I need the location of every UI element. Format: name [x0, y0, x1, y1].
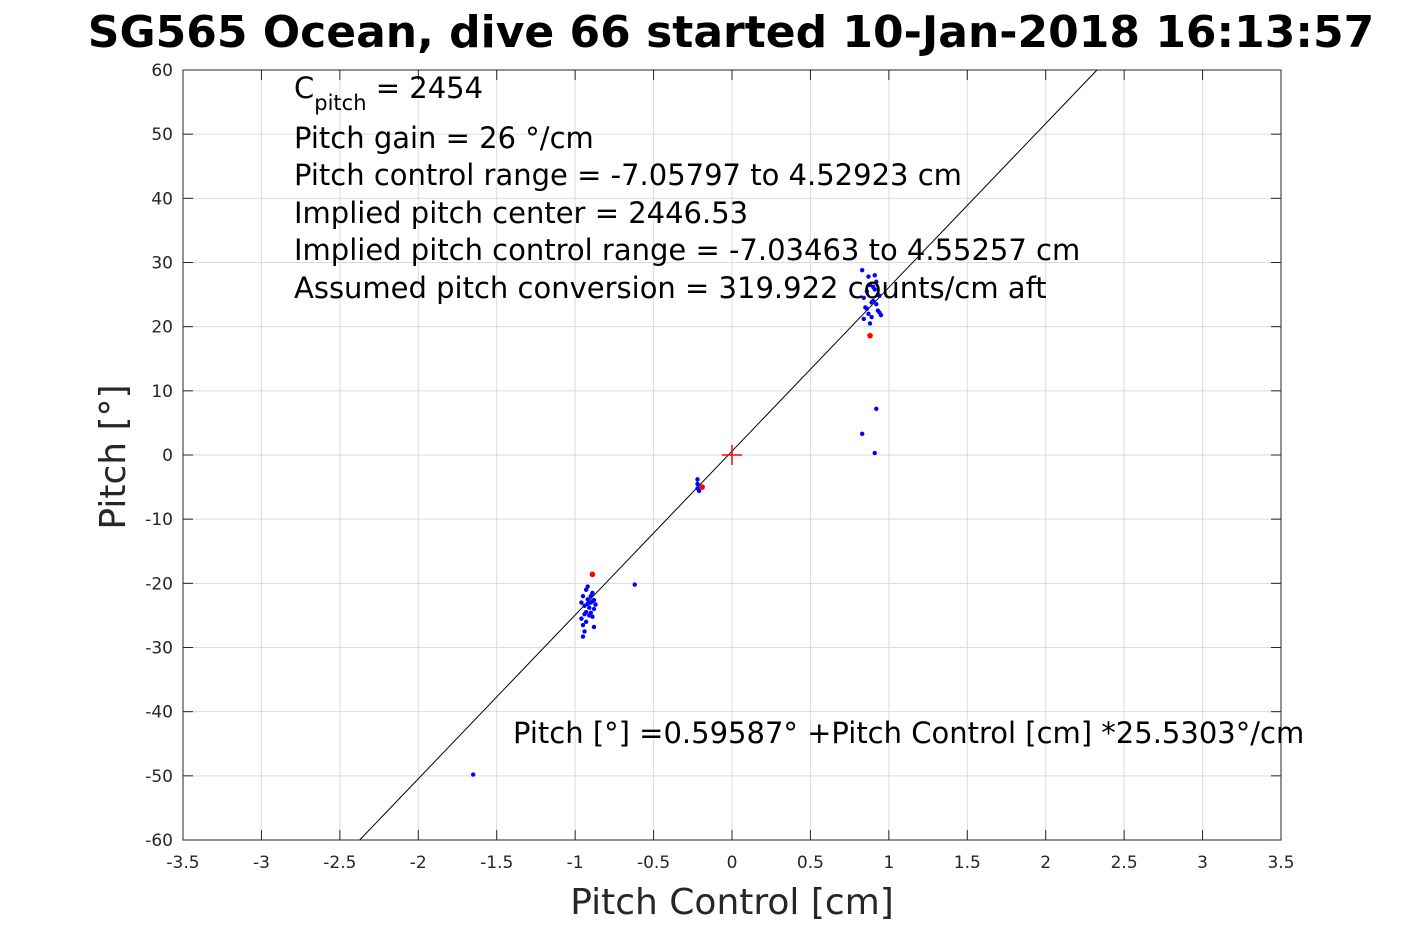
grid-lines	[182, 69, 1282, 841]
y-tick-label: 60	[151, 61, 173, 81]
data-point-blue	[590, 614, 595, 619]
x-tick-label: -1.5	[480, 853, 513, 873]
data-point-blue	[582, 611, 587, 617]
data-point-blue	[580, 622, 586, 628]
data-point-blue	[867, 321, 873, 326]
y-tick-label: 20	[151, 318, 173, 338]
data-point-blue	[580, 593, 586, 599]
data-point-blue	[632, 582, 637, 587]
assumed-conversion-annotation: Assumed pitch conversion = 319.922 count…	[294, 271, 1047, 305]
y-tick-label: -10	[145, 510, 173, 530]
data-point-blue	[869, 300, 874, 305]
data-point-blue	[877, 310, 882, 315]
x-tick-label: -1	[567, 853, 584, 873]
pitch-gain-annotation: Pitch gain = 26 °/cm	[294, 121, 594, 155]
center-marker	[722, 445, 742, 465]
data-point-blue	[583, 619, 589, 625]
data-point-blue	[875, 292, 881, 297]
c-pitch-annotation: Cpitch = 2454	[294, 71, 483, 115]
y-tick-label: 40	[151, 189, 173, 209]
x-tick-label: -3	[253, 853, 270, 873]
x-tick-label: 3	[1197, 853, 1208, 873]
data-point-blue	[579, 616, 584, 621]
data-point-blue	[585, 597, 590, 602]
y-tick-label: 10	[151, 382, 173, 402]
data-point-blue	[870, 284, 876, 290]
data-point-blue	[470, 772, 476, 777]
data-point-red	[589, 571, 596, 578]
data-point-blue	[859, 268, 865, 273]
x-tick-label: -2	[410, 853, 427, 873]
data-point-blue	[579, 600, 584, 605]
y-tick-label: 30	[151, 254, 173, 274]
y-tick-label: -20	[145, 574, 173, 594]
y-tick-label: -60	[145, 831, 173, 851]
implied-pitch-range-annotation: Implied pitch control range = -7.03463 t…	[294, 233, 1080, 267]
y-tick-label: -50	[145, 767, 173, 787]
data-point-blue	[591, 606, 597, 612]
x-tick-label: 3.5	[1267, 853, 1294, 873]
data-point-blue	[585, 584, 590, 589]
x-tick-label: 0.5	[797, 853, 824, 873]
annotation-block: Cpitch = 2454 Pitch gain = 26 °/cm Pitch…	[294, 71, 1304, 750]
implied-pitch-center-annotation: Implied pitch center = 2446.53	[294, 196, 748, 230]
x-tick-label: 1	[883, 853, 894, 873]
data-point-blue	[585, 601, 590, 607]
x-tick-label: 1.5	[954, 853, 981, 873]
data-point-blue	[582, 629, 587, 634]
data-point-red	[867, 332, 873, 339]
data-point-blue	[861, 316, 866, 322]
y-axis-label: Pitch [°]	[93, 384, 134, 529]
x-tick-label: -0.5	[637, 853, 670, 873]
data-point-blue	[588, 593, 594, 599]
y-axis-ticks: 60 50 40 30 20 10 0 -10 -20 -30 -40 -50 -60	[145, 61, 1281, 851]
fit-equation-annotation: Pitch [°] =0.59587° +Pitch Control [cm] …	[513, 716, 1304, 750]
pitch-control-range-annotation: Pitch control range = -7.05797 to 4.5292…	[294, 158, 962, 192]
data-point-blue	[866, 274, 871, 279]
data-point-blue	[869, 314, 874, 320]
x-tick-label: -3.5	[166, 853, 199, 873]
data-point-blue	[874, 279, 879, 284]
data-point-blue	[874, 302, 879, 307]
y-tick-label: -40	[145, 703, 173, 723]
data-point-blue	[866, 311, 871, 317]
data-point-blue	[695, 477, 700, 482]
data-point-blue	[874, 406, 879, 411]
c-pitch-value: = 2454	[367, 71, 484, 105]
data-point-blue	[861, 295, 866, 300]
c-pitch-subscript: pitch	[314, 91, 366, 115]
data-point-blue	[695, 481, 700, 487]
chart-title: SG565 Ocean, dive 66 started 10-Jan-2018…	[88, 7, 1374, 58]
x-tick-label: -2.5	[323, 853, 356, 873]
data-point-blue	[588, 610, 594, 616]
x-tick-label: 2	[1040, 853, 1051, 873]
data-points	[470, 268, 884, 777]
data-point-blue	[587, 605, 592, 610]
data-point-blue	[593, 602, 598, 607]
x-tick-label: 2.5	[1111, 853, 1138, 873]
data-point-blue	[859, 431, 865, 437]
data-point-blue	[591, 624, 597, 630]
data-point-blue	[872, 273, 877, 278]
data-point-blue	[590, 599, 595, 604]
y-tick-label: 50	[151, 125, 173, 145]
data-point-red	[699, 484, 705, 490]
x-tick-label: 0	[727, 853, 738, 873]
x-axis-ticks: -3.5 -3 -2.5 -2 -1.5 -1 -0.5 0 0.5 1 1.5 2 2.5 3 3.5	[166, 70, 1295, 873]
c-pitch-main: C	[294, 71, 314, 105]
data-point-blue	[696, 488, 702, 494]
y-tick-label: -30	[145, 639, 173, 659]
data-point-blue	[864, 306, 870, 311]
data-point-blue	[872, 450, 877, 456]
y-tick-label: 0	[162, 446, 173, 466]
data-point-blue	[580, 634, 586, 639]
x-axis-label: Pitch Control [cm]	[570, 882, 894, 923]
data-point-blue	[864, 289, 870, 294]
